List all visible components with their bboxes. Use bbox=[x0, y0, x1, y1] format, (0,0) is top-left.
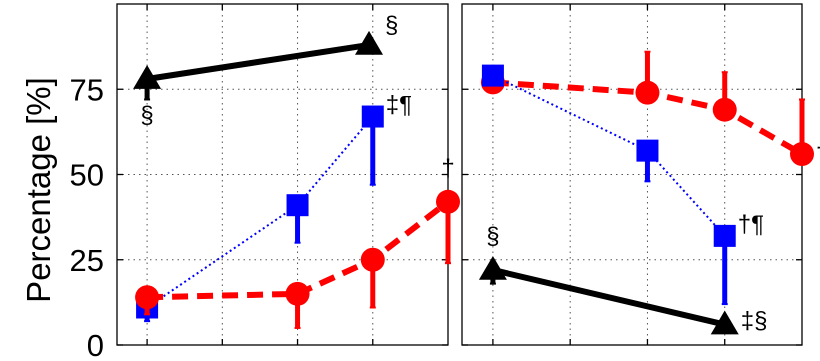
significance-annotation: †¶ bbox=[738, 211, 764, 238]
series-line bbox=[492, 79, 804, 157]
series-line bbox=[146, 41, 370, 82]
series-triangle: § ‡§ bbox=[478, 223, 768, 335]
y-tick-label: 25 bbox=[70, 243, 104, 278]
series-line bbox=[492, 74, 726, 237]
data-point bbox=[635, 80, 660, 105]
data-point bbox=[481, 64, 504, 87]
data-point bbox=[712, 97, 737, 122]
data-point bbox=[361, 105, 384, 128]
y-tick-label: 75 bbox=[70, 72, 104, 107]
data-point bbox=[133, 65, 162, 89]
y-tick-label: 0 bbox=[87, 328, 104, 361]
data-point bbox=[360, 247, 385, 272]
significance-annotation: ‡§ bbox=[741, 308, 768, 335]
significance-annotation: ‡¶ bbox=[386, 92, 412, 119]
y-axis-label: Percentage [%] bbox=[20, 77, 57, 303]
series-line bbox=[147, 199, 450, 301]
grid bbox=[462, 3, 802, 346]
right-panel: † †¶ § ‡§ bbox=[461, 3, 820, 346]
data-point bbox=[790, 142, 814, 167]
left-panel: §§‡¶† bbox=[116, 3, 460, 346]
y-tick-label: 50 bbox=[70, 158, 104, 193]
series-square: †¶ bbox=[481, 64, 764, 306]
data-point bbox=[636, 139, 659, 162]
axes-frame bbox=[461, 3, 803, 346]
data-point bbox=[355, 30, 384, 55]
data-point bbox=[478, 255, 507, 280]
data-point bbox=[436, 189, 460, 214]
series-triangle: §§ bbox=[133, 12, 398, 129]
significance-annotation: § bbox=[486, 223, 499, 250]
data-point bbox=[285, 281, 310, 306]
data-point bbox=[710, 310, 739, 335]
significance-annotation: † bbox=[816, 139, 820, 166]
data-point bbox=[135, 285, 160, 310]
significance-annotation: † bbox=[441, 155, 454, 182]
series-line bbox=[146, 115, 374, 309]
significance-annotation: § bbox=[140, 102, 153, 129]
data-point bbox=[713, 224, 736, 247]
significance-annotation: § bbox=[385, 12, 398, 39]
data-point bbox=[286, 194, 309, 217]
series-line bbox=[492, 267, 726, 328]
y-tick-labels: 0 25 50 75 bbox=[70, 72, 104, 361]
axes-frame bbox=[116, 3, 449, 346]
series-circle: † bbox=[135, 155, 460, 329]
